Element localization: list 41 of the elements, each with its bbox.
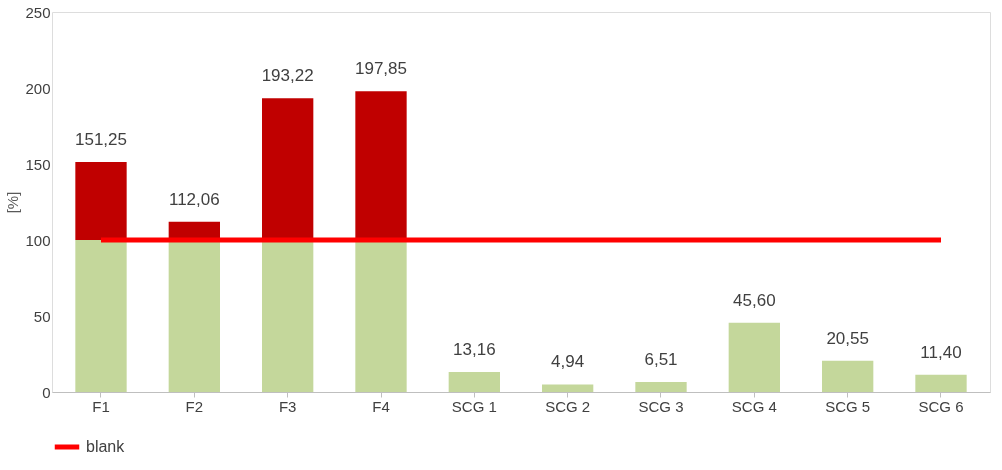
total-label: 45,60	[733, 290, 776, 310]
bar	[635, 382, 687, 392]
total-label: 6,51	[644, 350, 678, 370]
y-axis-title: [%]	[4, 191, 22, 214]
bar	[448, 372, 500, 392]
bar	[355, 240, 407, 392]
x-tick-label: F2	[185, 397, 204, 415]
total-label: 13,16	[453, 340, 496, 359]
x-tick-label: F3	[278, 397, 297, 415]
x-tick-label: SCG 6	[918, 397, 964, 415]
y-tick-label: 50	[33, 307, 51, 325]
total-label: 11,40	[920, 342, 962, 362]
total-label: 193,22	[261, 66, 314, 86]
x-tick-label: SCG 1	[451, 397, 497, 415]
bar	[75, 162, 127, 240]
y-tick-label: 200	[25, 79, 51, 97]
total-label: 197,85	[355, 59, 407, 79]
y-tick-label: 100	[25, 231, 51, 249]
x-tick-label: F1	[92, 397, 110, 415]
bar	[262, 240, 314, 392]
legend-label: blank	[86, 438, 126, 455]
x-tick-label: SCG 5	[825, 397, 871, 415]
bar	[728, 322, 780, 392]
bar	[915, 374, 967, 392]
total-label: 151,25	[75, 130, 127, 150]
bar	[355, 91, 407, 240]
bar	[822, 360, 874, 392]
y-tick-label: 150	[25, 155, 51, 173]
x-tick-label: SCG 3	[638, 397, 684, 415]
x-tick-label: SCG 4	[731, 397, 777, 415]
x-tick-label: F4	[372, 397, 390, 415]
bar	[75, 240, 127, 392]
total-label: 4,94	[551, 352, 585, 372]
x-tick-label: SCG 2	[545, 397, 591, 415]
y-tick-label: 0	[42, 383, 51, 401]
total-label: 112,06	[168, 189, 220, 209]
bar	[262, 98, 314, 240]
bar	[542, 384, 594, 392]
bar	[168, 240, 220, 392]
total-label: 20,55	[826, 328, 869, 348]
y-tick-label: 250	[25, 3, 51, 21]
